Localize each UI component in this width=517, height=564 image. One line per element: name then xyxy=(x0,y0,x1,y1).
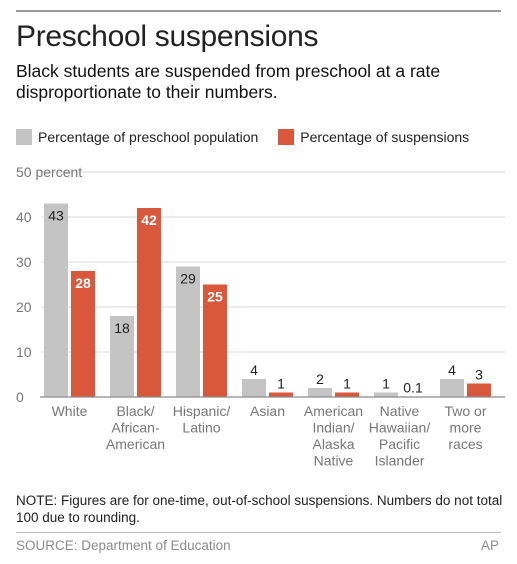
data-label-suspensions: 0.1 xyxy=(403,380,423,396)
data-label-suspensions: 1 xyxy=(277,376,285,392)
data-label-population: 18 xyxy=(114,320,130,336)
legend-item-population: Percentage of preschool population xyxy=(16,129,258,145)
y-tick-label: 0 xyxy=(16,389,24,405)
bar-population xyxy=(308,388,332,397)
bar-suspensions xyxy=(269,392,293,397)
x-tick-label: White xyxy=(52,403,88,419)
y-tick-label: 40 xyxy=(16,209,32,225)
bar-suspensions xyxy=(335,392,359,397)
bar-population xyxy=(242,379,266,397)
legend-swatch-suspensions xyxy=(278,129,295,145)
x-tick-label: Hispanic/Latino xyxy=(173,403,231,436)
data-label-suspensions: 25 xyxy=(207,289,223,305)
chart-subtitle: Black students are suspended from presch… xyxy=(16,61,441,102)
x-tick-label: Native Hawaiian/Pacific Islander xyxy=(369,403,431,469)
legend-swatch-population xyxy=(16,129,32,145)
legend-label-suspensions: Percentage of suspensions xyxy=(300,129,470,145)
data-label-suspensions: 1 xyxy=(343,376,351,392)
y-tick-label: 30 xyxy=(16,254,32,270)
bar-suspensions xyxy=(137,208,161,397)
y-tick-label: 10 xyxy=(16,344,32,360)
legend: Percentage of preschool population Perce… xyxy=(16,129,489,145)
top-rule xyxy=(16,10,501,12)
bar-population xyxy=(176,266,200,397)
bar-suspensions xyxy=(203,284,227,397)
data-label-suspensions: 3 xyxy=(475,367,483,383)
data-label-population: 4 xyxy=(250,362,258,378)
x-tick-label: Two or more races xyxy=(444,403,486,452)
data-label-suspensions: 42 xyxy=(141,212,157,228)
x-tick-label: Asian xyxy=(250,403,285,419)
y-tick-label: 20 xyxy=(16,299,32,315)
legend-label-population: Percentage of preschool population xyxy=(38,129,259,145)
y-tick-label: 50 percent xyxy=(16,164,82,180)
bar-population xyxy=(374,392,398,397)
bar-suspensions xyxy=(467,383,491,397)
credit-label: AP xyxy=(480,538,499,553)
bar-population xyxy=(44,203,68,397)
data-label-population: 43 xyxy=(48,208,64,224)
data-label-population: 2 xyxy=(316,371,324,387)
data-label-suspensions: 28 xyxy=(75,275,91,291)
data-label-population: 29 xyxy=(180,271,196,287)
bottom-rule xyxy=(16,532,501,533)
data-label-population: 4 xyxy=(448,362,456,378)
data-label-population: 1 xyxy=(382,376,390,392)
x-tick-label: American Indian/Alaska Native xyxy=(304,403,363,469)
chart-note: NOTE: Figures are for one-time, out-of-s… xyxy=(16,493,503,525)
source-line: SOURCE: Department of Education xyxy=(16,538,231,553)
legend-item-suspensions: Percentage of suspensions xyxy=(278,129,469,145)
bar-population xyxy=(110,316,134,397)
chart-title: Preschool suspensions xyxy=(16,20,319,53)
bar-suspensions xyxy=(71,271,95,397)
x-tick-label: Black/African-American xyxy=(106,403,165,452)
bar-population xyxy=(440,379,464,397)
